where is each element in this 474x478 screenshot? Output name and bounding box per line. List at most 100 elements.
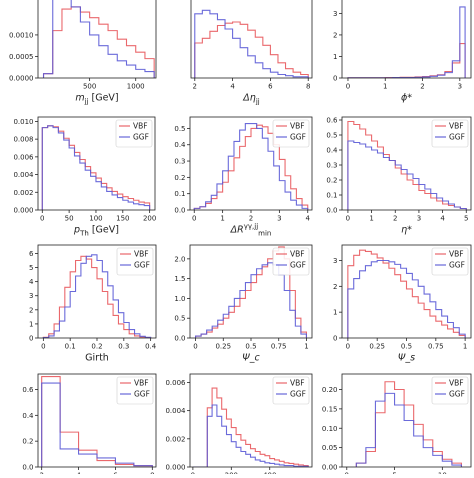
y-tick-label-ht: 0.006 (165, 379, 186, 387)
subplot-deta: 2 4 6 8 Δηjj (190, 0, 313, 106)
axes-frame-nconst (341, 373, 472, 468)
legend-label-vbf: VBF (449, 250, 464, 259)
subplot-psis: 0 0.25 0.5 0.75 1 0 1 2 3 Ψ_s VBF GGF (333, 244, 472, 364)
legend-njets: VBF GGF (116, 376, 154, 405)
legend-label-ggf: GGF (449, 261, 465, 270)
plot-area-psis (347, 249, 466, 338)
series-ggf-psis (347, 259, 466, 338)
x-axis-label-pth: pTh [GeV] (73, 225, 119, 238)
legend-box-njets (116, 376, 154, 405)
x-tick-label-etastar: 0 (346, 215, 350, 223)
x-axis-label-mjj: mjj [GeV] (75, 93, 118, 106)
x-tick-label-deta: 6 (268, 83, 273, 91)
y-tick-label-drmin: 0.5 (174, 125, 185, 133)
x-tick-label-drmin: 4 (306, 215, 311, 223)
series-ggf-drmin (193, 122, 309, 210)
x-tick-label-deta: 4 (230, 83, 235, 91)
x-tick-label-deta: 8 (306, 83, 310, 91)
x-axis-label-deta: Δηjj (242, 93, 259, 106)
x-tick-label-psis: 0.5 (401, 343, 412, 351)
legend-label-ggf: GGF (449, 390, 465, 399)
series-ggf-ht (192, 404, 309, 467)
legend-label-ggf: GGF (290, 133, 306, 142)
y-tick-label-phistar: 1 (333, 53, 337, 61)
y-tick-label-psis: 0 (333, 335, 337, 343)
x-tick-label-girth: 0 (41, 343, 45, 351)
legend-box-etastar (431, 119, 469, 148)
legend-box-ht (272, 376, 310, 405)
legend-label-ggf: GGF (290, 261, 306, 270)
y-tick-label-drmin: 0.2 (174, 174, 185, 182)
y-tick-label-drmin: 0.3 (174, 158, 185, 166)
y-tick-label-girth: 0 (29, 335, 33, 343)
legend-label-vbf: VBF (133, 122, 148, 131)
series-ggf-pth (41, 125, 151, 210)
axes-frame-etastar (341, 116, 472, 211)
y-tick-label-girth: 5 (29, 264, 33, 272)
plot-area-etastar (347, 120, 467, 210)
y-tick-label-etastar: 0.1 (326, 192, 337, 200)
y-tick-label-phistar: 2 (333, 31, 337, 39)
subplot-phistar: 0 1 2 3 0 1 2 3 ϕ* (333, 0, 472, 104)
x-tick-label-drmin: 0 (192, 215, 196, 223)
y-tick-label-phistar: 0 (333, 75, 337, 83)
y-tick-label-pth: 0.000 (13, 207, 33, 215)
axes-frame-ht (189, 373, 313, 468)
subplot-pth: 0 50 100 150 200 0.000 0.002 0.004 0.006 0.008 0.0… (13, 116, 156, 238)
x-tick-label-psic: 0.5 (245, 343, 256, 351)
y-tick-label-psic: 1.5 (174, 275, 185, 283)
y-tick-label-nconst: 0.15 (322, 405, 338, 413)
y-tick-label-etastar: 0.5 (326, 132, 337, 140)
x-tick-label-phistar: 0 (346, 83, 350, 91)
x-tick-label-phistar: 2 (420, 83, 424, 91)
x-tick-label-pth: 0 (40, 215, 44, 223)
x-axis-label-psic: Ψ_c (242, 353, 260, 364)
y-tick-label-njets: 0.0 (22, 464, 33, 472)
x-tick-label-phistar: 1 (383, 83, 387, 91)
y-tick-label-nconst: 0.05 (322, 444, 338, 452)
x-tick-label-pth: 100 (89, 215, 102, 223)
legend-label-vbf: VBF (449, 122, 464, 131)
legend-girth: VBF GGF (116, 247, 154, 276)
x-tick-label-girth: 0.2 (91, 343, 102, 351)
legend-box-drmin (272, 119, 310, 148)
axes-frame-mjj (37, 0, 157, 79)
y-tick-label-ht: 0.004 (165, 407, 186, 415)
y-tick-label-psic: 0.5 (174, 315, 185, 323)
x-tick-label-deta: 2 (193, 83, 197, 91)
y-tick-label-njets: 0.4 (22, 412, 34, 420)
x-tick-label-psic: 0.25 (215, 343, 231, 351)
y-tick-label-girth: 1 (29, 320, 33, 328)
x-axis-label-girth: Girth (85, 353, 109, 364)
series-vbf-mjj (42, 6, 155, 78)
plot-area-phistar (347, 6, 466, 78)
legend-label-ggf: GGF (290, 390, 306, 399)
y-tick-label-drmin: 0.4 (174, 141, 186, 149)
x-tick-label-etastar: 2 (393, 215, 397, 223)
series-ggf-etastar (347, 140, 467, 210)
legend-box-pth (115, 119, 153, 148)
y-tick-label-mjj: 0.0010 (9, 31, 34, 39)
subplot-drmin: 0 1 2 3 4 0.0 0.1 0.2 0.3 0.4 0.5 ΔRγγ,jjmin VBF GGF (174, 116, 313, 238)
y-tick-label-psis: 3 (333, 257, 337, 265)
plot-area-deta (194, 9, 309, 78)
x-tick-label-psis: 0 (346, 343, 350, 351)
x-tick-label-girth: 0.3 (118, 343, 129, 351)
y-tick-label-phistar: 3 (333, 10, 337, 18)
y-tick-label-pth: 0.008 (13, 136, 33, 144)
x-tick-label-girth: 0.1 (65, 343, 76, 351)
x-tick-label-etastar: 3 (417, 215, 421, 223)
legend-drmin: VBF GGF (272, 119, 310, 148)
series-vbf-nconst (355, 381, 462, 467)
x-tick-label-mjj: 500 (83, 83, 96, 91)
x-tick-label-pth: 150 (116, 215, 129, 223)
y-tick-label-girth: 6 (29, 250, 34, 258)
y-tick-label-njets: 0.2 (22, 438, 33, 446)
legend-label-ggf: GGF (134, 390, 150, 399)
series-ggf-mjj (42, 0, 155, 78)
y-tick-label-etastar: 0.4 (326, 147, 338, 155)
